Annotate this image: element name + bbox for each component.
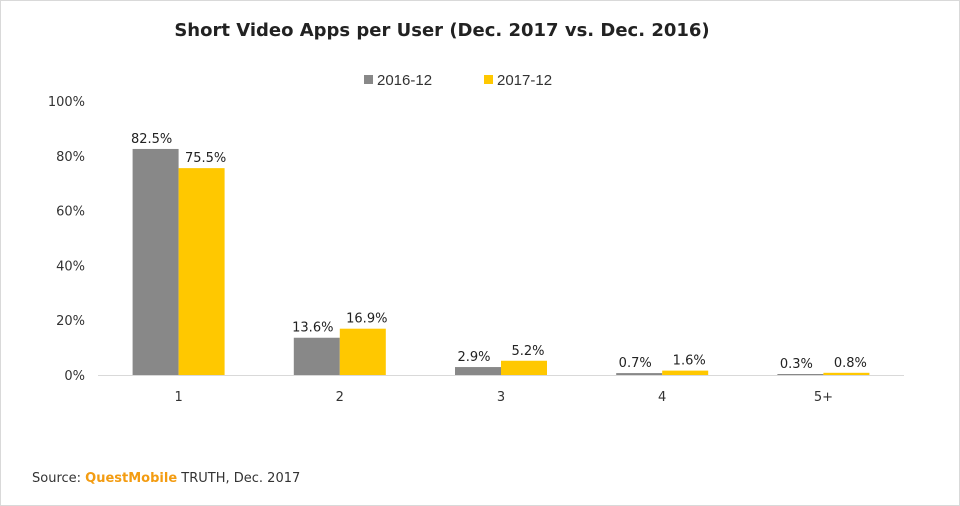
y-tick-label: 40% bbox=[56, 259, 85, 274]
legend-item-2016: 2016-12 bbox=[364, 72, 432, 89]
data-label-2016-4: 0.7% bbox=[619, 356, 652, 371]
source-prefix: Source: bbox=[32, 471, 86, 486]
bar-2016-1 bbox=[132, 148, 179, 375]
source-note: Source: QuestMobile TRUTH, Dec. 2017 bbox=[32, 471, 300, 486]
legend-item-2017: 2017-12 bbox=[484, 72, 552, 89]
data-label-2016-3: 2.9% bbox=[457, 350, 490, 365]
bar-2017-5plus bbox=[823, 372, 870, 375]
source-suffix: TRUTH, Dec. 2017 bbox=[177, 471, 301, 486]
legend-label-2016: 2016-12 bbox=[377, 72, 433, 89]
data-label-2017-1: 75.5% bbox=[185, 151, 226, 166]
bar-2016-2 bbox=[293, 337, 340, 375]
data-label-2016-1: 82.5% bbox=[131, 132, 172, 147]
chart-title: Short Video Apps per User (Dec. 2017 vs.… bbox=[174, 20, 710, 41]
data-label-2017-4: 1.6% bbox=[673, 354, 706, 369]
bar-2017-4 bbox=[662, 370, 709, 375]
data-label-2016-2: 13.6% bbox=[292, 321, 333, 336]
y-tick-label: 20% bbox=[56, 314, 85, 329]
bar-2017-1 bbox=[178, 168, 225, 375]
data-label-2017-2: 16.9% bbox=[346, 312, 387, 327]
y-tick-label: 80% bbox=[56, 150, 85, 165]
bar-2016-4 bbox=[616, 373, 663, 375]
data-label-2016-5plus: 0.3% bbox=[780, 357, 813, 372]
y-tick-label: 100% bbox=[48, 95, 85, 110]
source-brand: QuestMobile bbox=[85, 471, 178, 486]
x-tick-label: 3 bbox=[497, 390, 505, 405]
bar-2016-5plus bbox=[777, 374, 824, 375]
y-tick-label: 0% bbox=[64, 369, 85, 384]
legend-swatch-2016 bbox=[364, 75, 373, 84]
bar-2017-2 bbox=[339, 328, 386, 375]
x-tick-label: 1 bbox=[174, 390, 182, 405]
x-tick-label: 5+ bbox=[814, 390, 833, 405]
data-label-2017-5plus: 0.8% bbox=[834, 356, 867, 371]
legend-swatch-2017 bbox=[484, 75, 493, 84]
data-label-2017-3: 5.2% bbox=[511, 344, 544, 359]
bar-2016-3 bbox=[455, 367, 501, 375]
bar-2017-3 bbox=[501, 360, 547, 375]
legend-label-2017: 2017-12 bbox=[497, 72, 553, 89]
y-tick-label: 60% bbox=[56, 205, 85, 220]
x-tick-label: 2 bbox=[336, 390, 344, 405]
x-tick-label: 4 bbox=[658, 390, 666, 405]
